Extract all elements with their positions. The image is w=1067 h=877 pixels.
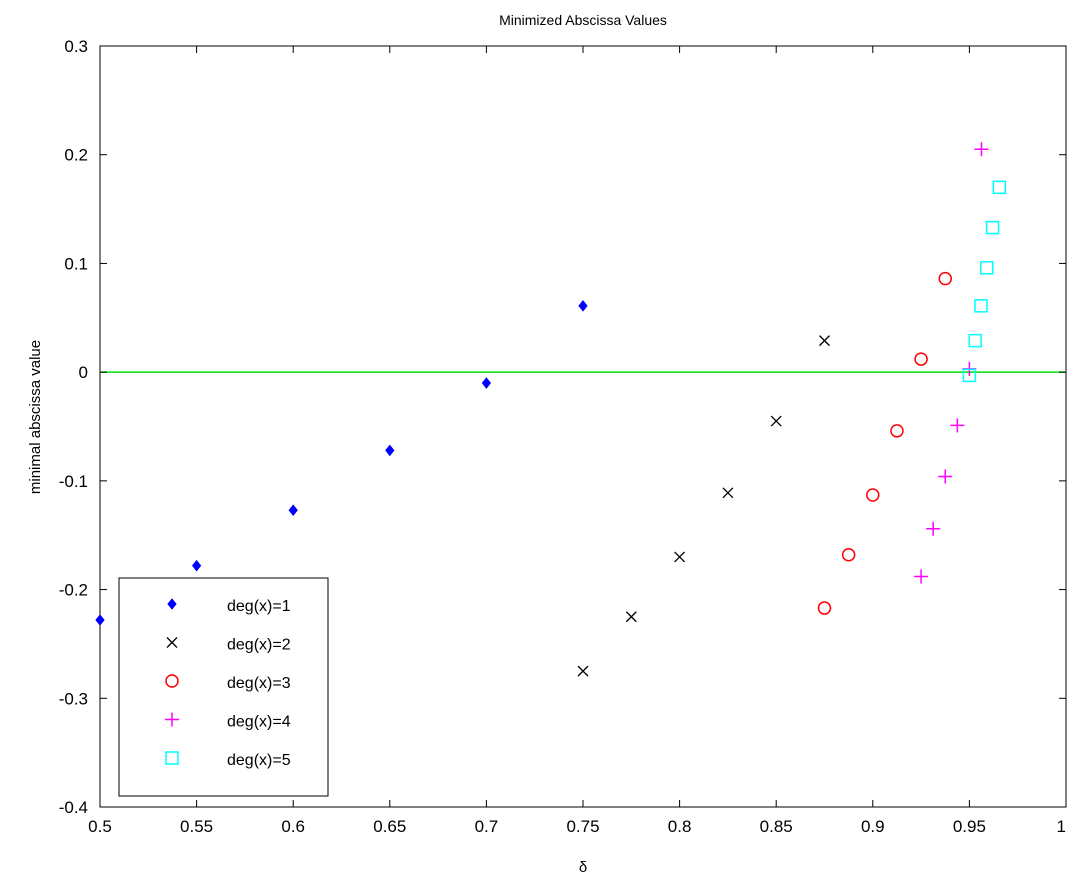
- data-point-square: [968, 333, 982, 348]
- y-axis: -0.4 -0.3 -0.2 -0.1 0 0.1 0.2 0.3: [59, 37, 1066, 817]
- data-point-plus: [950, 418, 965, 433]
- legend-marker-circle: [165, 674, 179, 688]
- legend-label: deg(x)=4: [227, 714, 291, 731]
- data-point-diamond: [578, 300, 588, 312]
- series-2: [577, 335, 830, 677]
- data-point-square: [962, 368, 977, 383]
- legend-label: deg(x)=5: [227, 752, 291, 769]
- data-point-circle: [841, 548, 856, 562]
- legend-marker-diamond: [167, 598, 177, 610]
- data-point-x: [770, 415, 782, 427]
- data-point-square: [985, 220, 1000, 235]
- series-3: [817, 271, 952, 615]
- data-point-circle: [890, 424, 904, 438]
- y-tick-label: -0.1: [59, 472, 88, 491]
- legend-box: [118, 577, 329, 797]
- legend-marker-square: [165, 751, 179, 765]
- data-point-circle: [866, 488, 880, 502]
- series-1: [95, 300, 588, 626]
- data-point-circle: [914, 352, 928, 366]
- legend-label: deg(x)=3: [227, 675, 291, 692]
- x-tick-label: 0.75: [566, 817, 599, 836]
- x-axis-label: δ: [579, 859, 587, 876]
- y-tick-label: -0.3: [59, 689, 88, 708]
- y-tick-label: 0.2: [64, 146, 88, 165]
- x-tick-label: 0.65: [373, 817, 406, 836]
- x-tick-label: 0.8: [668, 817, 692, 836]
- y-tick-label: 0.3: [64, 37, 88, 56]
- data-point-plus: [914, 569, 929, 584]
- data-point-x: [577, 665, 589, 677]
- x-tick-label: 0.5: [88, 817, 112, 836]
- legend-label: deg(x)=1: [227, 598, 291, 615]
- data-point-x: [722, 487, 734, 499]
- y-axis-label: minimal abscissa value: [27, 340, 44, 494]
- x-tick-label: 0.85: [760, 817, 793, 836]
- legend: deg(x)=1 deg(x)=2 deg(x)=3 deg(x)=4 deg(x)=5: [118, 577, 329, 797]
- x-tick-label: 0.55: [180, 817, 213, 836]
- data-point-plus: [926, 521, 941, 536]
- x-tick-label: 0.95: [953, 817, 986, 836]
- data-points: [95, 142, 1007, 677]
- data-point-diamond: [481, 377, 492, 389]
- data-point-diamond: [191, 559, 202, 572]
- data-point-diamond: [385, 444, 395, 457]
- data-point-plus: [938, 469, 953, 484]
- chart-title: Minimized Abscissa Values: [499, 12, 667, 28]
- y-tick-label: 0.1: [64, 254, 88, 273]
- y-tick-label: -0.2: [59, 581, 88, 600]
- x-tick-label: 1: [1057, 817, 1066, 836]
- x-axis: 0.5 0.55 0.6 0.65 0.7 0.75 0.8 0.85 0.9 0.95 1: [88, 46, 1067, 836]
- data-point-x: [625, 611, 637, 623]
- y-tick-label: -0.4: [59, 798, 88, 817]
- legend-marker-x: [166, 637, 178, 648]
- data-point-plus: [974, 142, 989, 157]
- legend-marker-plus: [165, 712, 179, 727]
- legend-label: deg(x)=2: [227, 637, 291, 654]
- data-point-diamond: [95, 614, 105, 626]
- x-tick-label: 0.6: [281, 817, 305, 836]
- data-point-diamond: [288, 504, 298, 517]
- y-tick-label: 0: [79, 363, 88, 382]
- data-point-circle: [938, 271, 952, 286]
- x-tick-label: 0.9: [861, 817, 885, 836]
- data-point-x: [819, 335, 830, 347]
- x-tick-label: 0.7: [475, 817, 499, 836]
- series-5: [962, 180, 1007, 383]
- data-point-square: [992, 180, 1007, 195]
- data-point-x: [674, 551, 686, 563]
- data-point-square: [974, 299, 988, 313]
- data-point-circle: [817, 601, 832, 615]
- data-point-square: [980, 261, 994, 275]
